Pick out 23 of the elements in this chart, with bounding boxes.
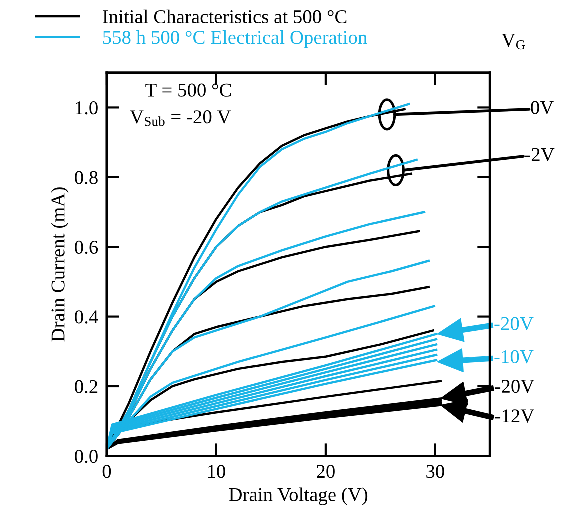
y-tick-label: 0.8 [75,171,98,184]
annotation: -2V [525,148,555,162]
annotation: -12V [495,410,534,423]
y-tick-label: 0.4 [75,310,98,324]
y-tick-label: 0.6 [75,240,98,254]
annotation: -20V [494,317,534,330]
x-tick-label: 10 [208,465,226,478]
annotation: -10V [494,350,534,364]
x-tick-label: 0 [102,465,112,478]
annotation: 0V [531,101,554,114]
y-tick-label: 1.0 [76,102,98,115]
text: V$_{G}$ [502,34,526,50]
legend-label: 558 h 500 °C Electrical Operation [103,30,368,48]
y-tick-label: 0.2 [75,380,98,394]
y-axis-title: Drain Current (mA) [51,188,69,342]
x-tick-label: 20 [317,465,335,478]
annotation: V$_{Sub}$ = -20 V [130,110,232,126]
annotation: T = 500 °C [146,84,232,97]
y-tick-label: 0.0 [75,450,98,464]
x-tick-label: 30 [426,465,444,478]
x-axis-title: Drain Voltage (V) [229,488,368,506]
legend-label: Initial Characteristics at 500 °C [103,10,347,24]
annotation: -20V [495,380,534,394]
